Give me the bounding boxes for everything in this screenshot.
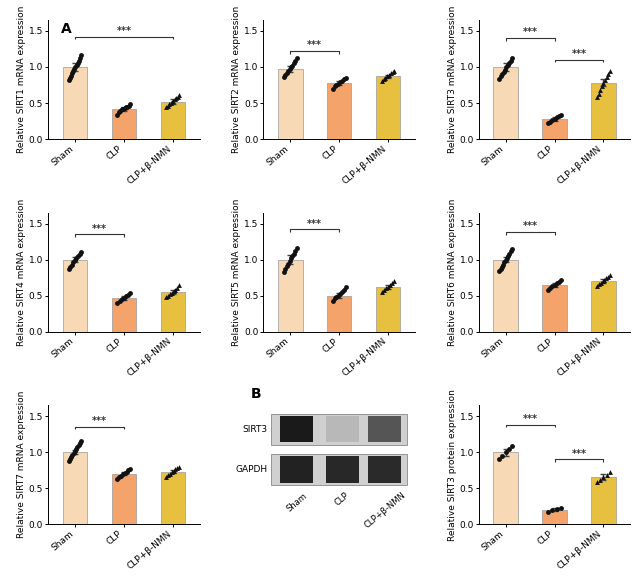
Bar bbox=[280, 456, 314, 483]
Bar bbox=[591, 478, 616, 524]
Text: GAPDH: GAPDH bbox=[236, 465, 268, 474]
Bar bbox=[542, 119, 567, 139]
Text: ***: *** bbox=[307, 40, 322, 51]
Bar bbox=[278, 260, 303, 332]
Text: ***: *** bbox=[116, 26, 131, 36]
Bar bbox=[368, 456, 401, 483]
Text: ***: *** bbox=[92, 223, 107, 234]
Bar bbox=[111, 109, 136, 139]
Text: ***: *** bbox=[307, 218, 322, 229]
Y-axis label: Relative SIRT7 mRNA expression: Relative SIRT7 mRNA expression bbox=[17, 391, 26, 539]
Bar bbox=[111, 298, 136, 332]
Bar bbox=[161, 101, 185, 139]
Y-axis label: Relative SIRT6 mRNA expression: Relative SIRT6 mRNA expression bbox=[448, 199, 457, 346]
Bar bbox=[376, 77, 401, 139]
Bar bbox=[326, 456, 359, 483]
Text: B: B bbox=[252, 386, 262, 400]
Y-axis label: Relative SIRT4 mRNA expression: Relative SIRT4 mRNA expression bbox=[17, 199, 26, 346]
Bar bbox=[493, 67, 518, 139]
Text: ***: *** bbox=[523, 221, 538, 232]
Bar bbox=[280, 416, 314, 442]
Text: ***: *** bbox=[92, 416, 107, 426]
Bar bbox=[376, 287, 401, 332]
Text: SIRT3: SIRT3 bbox=[243, 425, 268, 434]
Text: ***: *** bbox=[572, 449, 586, 458]
Bar bbox=[327, 83, 351, 139]
Bar bbox=[161, 292, 185, 332]
Text: CLP+β-NMN: CLP+β-NMN bbox=[362, 491, 407, 530]
Text: ***: *** bbox=[572, 49, 586, 59]
Bar bbox=[63, 260, 87, 332]
Text: Sham: Sham bbox=[285, 491, 308, 513]
Bar bbox=[327, 295, 351, 332]
Bar bbox=[161, 472, 185, 524]
Bar bbox=[63, 452, 87, 524]
Y-axis label: Relative SIRT3 protein expression: Relative SIRT3 protein expression bbox=[448, 389, 457, 541]
Y-axis label: Relative SIRT5 mRNA expression: Relative SIRT5 mRNA expression bbox=[232, 199, 241, 346]
Text: A: A bbox=[61, 22, 72, 36]
Bar bbox=[326, 416, 359, 442]
Bar bbox=[591, 281, 616, 332]
Y-axis label: Relative SIRT3 mRNA expression: Relative SIRT3 mRNA expression bbox=[448, 6, 457, 153]
Bar bbox=[542, 510, 567, 524]
Bar bbox=[63, 67, 87, 139]
Y-axis label: Relative SIRT2 mRNA expression: Relative SIRT2 mRNA expression bbox=[232, 6, 241, 153]
Bar bbox=[493, 260, 518, 332]
Bar bbox=[278, 69, 303, 139]
Bar bbox=[542, 285, 567, 332]
Bar bbox=[493, 452, 518, 524]
Bar bbox=[271, 454, 408, 485]
Text: ***: *** bbox=[523, 414, 538, 424]
Bar bbox=[591, 83, 616, 139]
Bar bbox=[111, 473, 136, 524]
Bar bbox=[271, 414, 408, 445]
Text: ***: *** bbox=[523, 28, 538, 37]
Text: CLP: CLP bbox=[333, 491, 351, 508]
Y-axis label: Relative SIRT1 mRNA expression: Relative SIRT1 mRNA expression bbox=[17, 6, 26, 153]
Bar bbox=[368, 416, 401, 442]
